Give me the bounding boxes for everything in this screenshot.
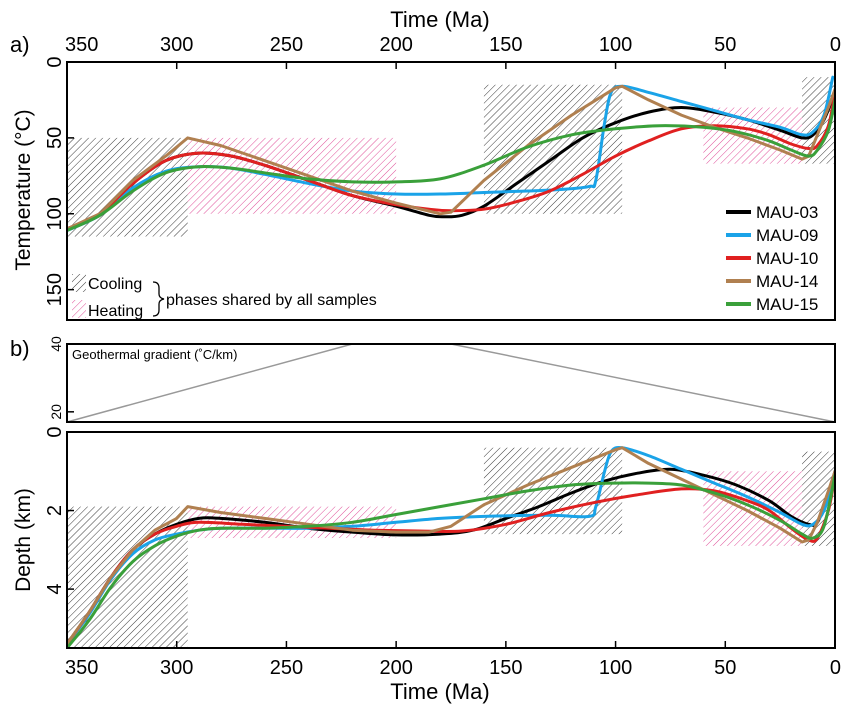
- legend-label-mau-03: MAU-03: [756, 203, 818, 222]
- bottom-x-tick-label-250: 250: [270, 657, 303, 679]
- top-x-tick-label-150: 150: [489, 34, 522, 56]
- legend-label-mau-09: MAU-09: [756, 226, 818, 245]
- bottom-x-tick-label-100: 100: [599, 657, 632, 679]
- bottom-x-tick-label-200: 200: [379, 657, 412, 679]
- temperature-axis-title: Temperature (°C): [12, 109, 35, 270]
- temperature-y-tick-label-0: 0: [44, 56, 66, 67]
- panel-a-label: a): [10, 32, 30, 57]
- depth-y-tick-label-0: 0: [44, 426, 66, 437]
- heating-swatch: [72, 300, 86, 318]
- temperature-panel: 350 300 250 200 150 100 50 0 0 50 100 150 a) Time …: [10, 7, 841, 321]
- depth-y-tick-label-4: 4: [44, 584, 66, 595]
- geothermal-gradient-label: Geothermal gradient (˚C/km): [72, 347, 237, 362]
- depth-series-mau-09: [67, 446, 835, 646]
- top-x-tick-label-200: 200: [379, 34, 412, 56]
- depth-series-mau-14: [67, 446, 835, 646]
- heating-label: Heating: [88, 303, 143, 320]
- bottom-x-tick-label-150: 150: [489, 657, 522, 679]
- top-x-tick-label-350: 350: [65, 34, 98, 56]
- temperature-y-tick-label-100: 100: [44, 197, 66, 230]
- geothermal-panel-frame: [66, 343, 836, 423]
- phases-shared-label: phases shared by all samples: [166, 292, 377, 309]
- top-axis-title: Time (Ma): [390, 7, 489, 32]
- cooling-label: Cooling: [88, 276, 142, 293]
- top-x-tick-label-250: 250: [270, 34, 303, 56]
- temperature-y-tick-label-50: 50: [44, 127, 66, 149]
- temperature-panel-frame: [66, 61, 836, 321]
- depth-panel-frame: [66, 431, 836, 649]
- bottom-x-tick-label-350: 350: [65, 657, 98, 679]
- depth-axis-title: Depth (km): [12, 488, 35, 592]
- depth-series-mau-15: [67, 473, 835, 648]
- geothermal-y-tick-label-40: 40: [48, 336, 64, 352]
- legend-label-mau-15: MAU-15: [756, 295, 818, 314]
- sample-legend: MAU-03 MAU-09 MAU-10 MAU-14 MAU-15: [726, 203, 818, 314]
- bottom-x-tick-label-300: 300: [160, 657, 193, 679]
- brace-icon: [152, 281, 165, 317]
- legend-label-mau-14: MAU-14: [756, 272, 818, 291]
- depth-y-tick-label-2: 2: [44, 505, 66, 516]
- phase-legend: Cooling Heating phases shared by all sam…: [72, 274, 377, 320]
- bottom-x-tick-label-50: 50: [714, 657, 736, 679]
- bottom-x-tick-label-0: 0: [830, 657, 841, 679]
- top-x-tick-label-50: 50: [714, 34, 736, 56]
- bottom-axis-title: Time (Ma): [390, 679, 489, 704]
- panel-b-label: b): [10, 336, 30, 361]
- depth-panel: 350 300 250 200 150 100 50 0 0 2 4 Time (Ma) Dept…: [12, 426, 841, 704]
- top-x-tick-label-100: 100: [599, 34, 632, 56]
- top-x-tick-label-0: 0: [830, 34, 841, 56]
- temperature-series-mau-10: [67, 90, 835, 231]
- legend-label-mau-10: MAU-10: [756, 249, 818, 268]
- temperature-y-tick-label-150: 150: [44, 273, 66, 306]
- geothermal-y-tick-label-20: 20: [48, 404, 64, 420]
- temperature-series-mau-15: [67, 98, 835, 232]
- top-x-tick-label-300: 300: [160, 34, 193, 56]
- geothermal-panel: 20 40 b) Geothermal gradient (˚C/km): [10, 336, 836, 423]
- cooling-swatch: [72, 274, 86, 292]
